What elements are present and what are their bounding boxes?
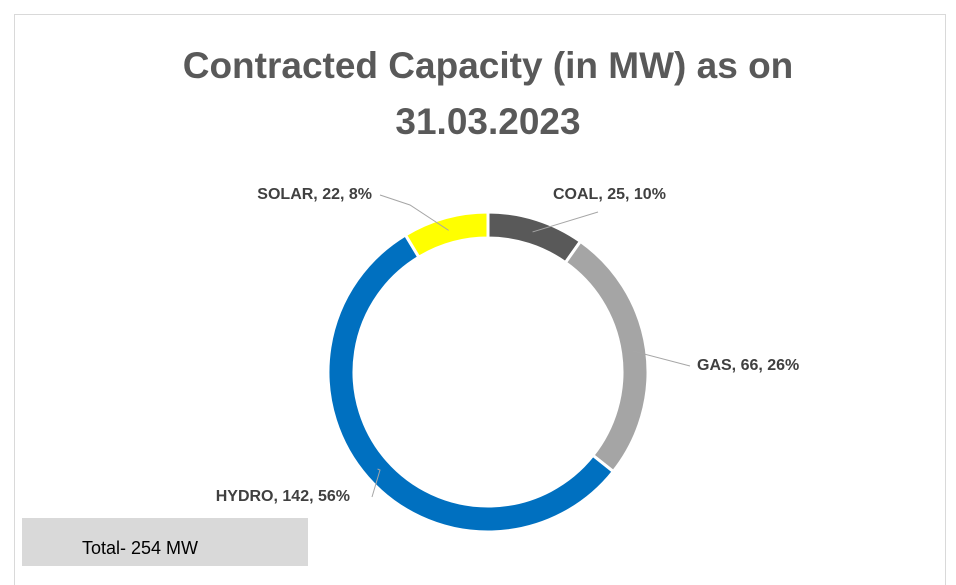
leader-line: [633, 350, 691, 367]
leader-line: [371, 468, 381, 498]
total-annotation: Total- 254 MW: [82, 538, 198, 558]
donut-slice: [403, 210, 490, 260]
donut-slice: [326, 232, 616, 534]
leader-line: [379, 194, 449, 231]
data-label: COAL, 25, 10%: [553, 186, 666, 203]
chart-title: Contracted Capacity (in MW) as on 31.03.…: [182, 45, 794, 142]
chart-border: [14, 14, 946, 585]
data-label: SOLAR, 22, 8%: [257, 186, 372, 203]
donut-slice: [563, 239, 650, 474]
total-box: [22, 518, 308, 566]
donut-slice: [486, 210, 583, 265]
data-label: GAS, 66, 26%: [697, 357, 799, 374]
data-label: HYDRO, 142, 56%: [216, 488, 350, 505]
leader-line: [532, 211, 599, 233]
